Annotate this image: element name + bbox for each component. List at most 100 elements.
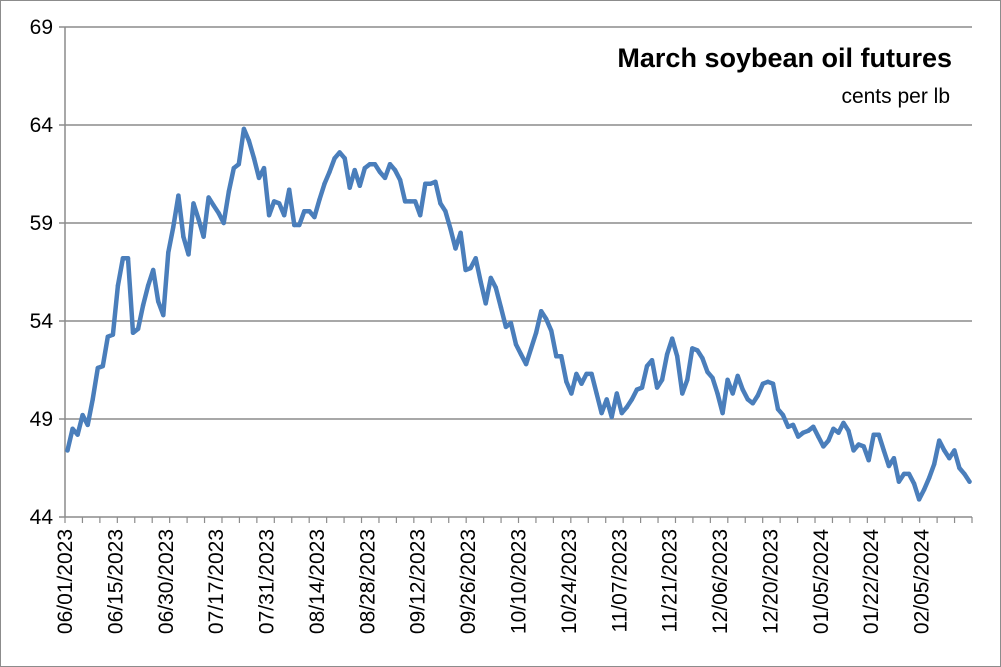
data-point: [196, 216, 201, 222]
data-point: [90, 397, 95, 402]
x-tick-label: 09/26/2023: [457, 529, 480, 634]
data-point: [654, 385, 660, 390]
y-tick-label: 69: [30, 16, 53, 39]
data-point: [760, 381, 766, 386]
data-point: [508, 320, 514, 326]
data-point: [921, 487, 927, 492]
y-tick-label: 49: [30, 408, 53, 431]
data-point: [629, 397, 635, 402]
data-point: [110, 332, 116, 337]
data-point: [604, 397, 609, 402]
x-tick-label: 02/05/2024: [911, 529, 934, 634]
data-point: [725, 377, 730, 382]
data-point: [362, 165, 367, 171]
x-tick-label: 11/21/2023: [659, 529, 682, 633]
x-tick-label: 08/14/2023: [306, 529, 329, 634]
data-point: [206, 195, 211, 200]
data-point: [458, 230, 463, 235]
data-point: [700, 356, 705, 361]
data-point: [125, 256, 131, 261]
data-point: [851, 448, 856, 453]
data-point: [428, 181, 433, 186]
data-point: [916, 497, 922, 502]
x-tick-label: 07/17/2023: [205, 529, 228, 634]
data-point: [337, 150, 342, 155]
data-point: [413, 199, 418, 204]
data-point: [105, 334, 111, 339]
data-point: [151, 267, 156, 273]
data-point: [392, 167, 398, 173]
data-point: [796, 434, 801, 439]
x-tick-label: 01/05/2024: [810, 529, 833, 634]
data-point: [579, 381, 584, 386]
data-point: [680, 391, 685, 396]
chart-subtitle: cents per lb: [841, 85, 950, 108]
data-point: [730, 391, 735, 396]
x-tick-label: 06/01/2023: [54, 529, 77, 634]
y-tick-label: 54: [30, 310, 54, 333]
data-point: [775, 407, 781, 412]
data-point: [75, 432, 80, 437]
data-point: [332, 156, 337, 161]
data-point: [161, 312, 166, 318]
data-point: [780, 412, 786, 418]
data-point: [186, 252, 191, 257]
data-point: [675, 354, 680, 359]
data-point: [221, 220, 226, 226]
data-point: [201, 234, 206, 239]
data-point: [518, 352, 524, 357]
data-point: [735, 373, 740, 379]
data-point: [251, 156, 257, 161]
data-point: [327, 169, 332, 175]
x-tick-label: 08/28/2023: [356, 529, 379, 634]
data-point: [488, 275, 493, 281]
data-point: [287, 187, 292, 192]
data-point: [715, 391, 720, 396]
data-point: [836, 430, 841, 435]
data-point: [523, 361, 529, 367]
data-point: [397, 177, 403, 183]
data-point: [659, 377, 665, 382]
data-point: [100, 363, 106, 369]
data-point: [130, 330, 136, 335]
data-point: [549, 328, 554, 333]
data-point: [256, 175, 262, 181]
data-point: [841, 420, 846, 426]
data-point: [387, 162, 393, 167]
y-axis-ticks: 44 49 54 59 64 69: [30, 16, 54, 529]
data-point: [801, 430, 806, 435]
data-point: [65, 448, 70, 453]
data-point: [382, 175, 388, 181]
data-point: [145, 283, 151, 288]
data-point: [231, 165, 236, 171]
x-tick-label: 01/22/2024: [860, 529, 883, 634]
data-point: [317, 197, 322, 202]
data-point: [539, 309, 544, 314]
data-point: [352, 167, 357, 173]
chart-title: March soybean oil futures: [617, 43, 952, 73]
data-point: [372, 162, 378, 167]
data-point: [115, 283, 121, 288]
data-point: [881, 448, 886, 453]
x-tick-label: 06/30/2023: [155, 529, 178, 634]
data-point: [468, 265, 473, 271]
data-point: [181, 234, 186, 239]
data-point: [846, 428, 851, 433]
data-point: [569, 391, 574, 396]
data-point: [402, 199, 408, 204]
y-tick-label: 44: [30, 506, 54, 529]
data-point: [140, 303, 146, 308]
data-point: [942, 448, 947, 453]
data-point: [967, 479, 972, 484]
data-point: [906, 471, 912, 477]
data-point: [307, 209, 312, 214]
data-point: [639, 385, 645, 390]
data-point: [463, 267, 468, 273]
data-point: [85, 422, 90, 428]
data-point: [95, 365, 101, 371]
data-point: [347, 185, 352, 190]
data-point: [554, 354, 559, 359]
data-point: [226, 189, 231, 194]
data-point: [574, 371, 579, 377]
